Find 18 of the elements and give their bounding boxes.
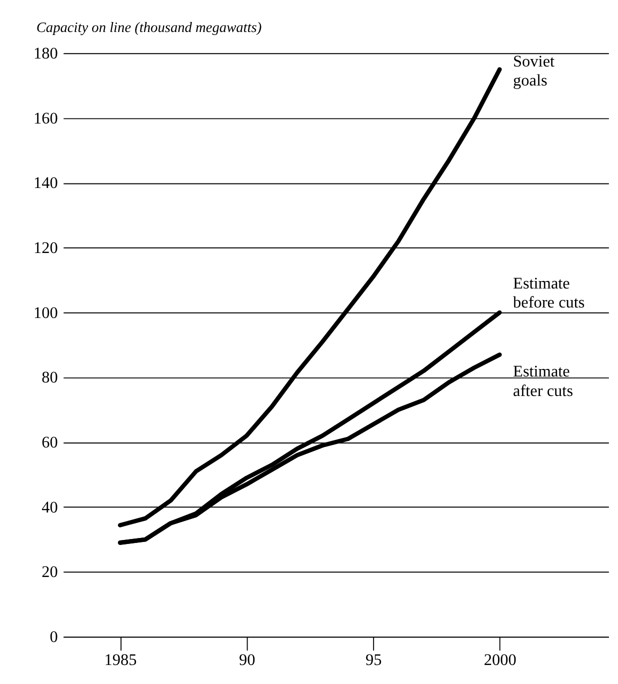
series-label: Soviet goals	[513, 52, 556, 90]
x-tick-label: 95	[365, 650, 382, 669]
y-axis-title: Capacity on line (thousand megawatts)	[36, 20, 262, 36]
series-label: Estimate after cuts	[513, 362, 574, 400]
y-tick-label: 180	[34, 44, 58, 62]
y-tick-label: 100	[34, 304, 58, 322]
series-label: Estimate before cuts	[513, 274, 585, 312]
y-tick-label: 140	[34, 174, 58, 192]
y-tick-label: 40	[42, 498, 58, 516]
x-tick-label: 2000	[484, 650, 516, 669]
x-tick-label: 90	[238, 650, 256, 669]
y-tick-label: 120	[34, 238, 58, 257]
y-tick-label: 0	[50, 628, 58, 646]
y-tick-label: 60	[42, 433, 58, 452]
y-tick-label: 80	[42, 368, 58, 387]
y-tick-label: 20	[42, 563, 58, 582]
x-tick-label: 1985	[104, 650, 137, 669]
y-tick-label: 160	[34, 109, 58, 128]
